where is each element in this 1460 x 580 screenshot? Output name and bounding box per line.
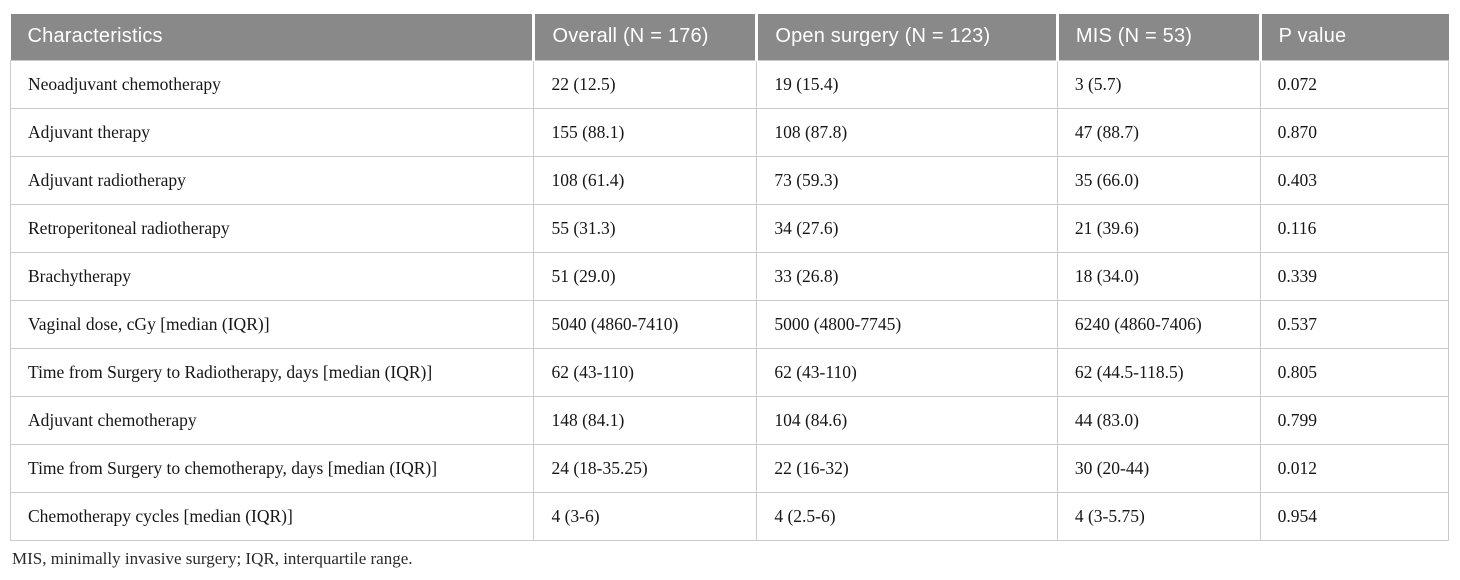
characteristics-table: Characteristics Overall (N = 176) Open sur… xyxy=(9,14,1450,541)
characteristic-cell: Adjuvant radiotherapy xyxy=(9,155,535,205)
value-cell: 108 (87.8) xyxy=(756,107,1058,157)
value-cell: 24 (18-35.25) xyxy=(533,443,758,493)
value-cell: 62 (43-110) xyxy=(756,347,1058,397)
value-cell: 44 (83.0) xyxy=(1056,395,1261,445)
value-cell: 0.012 xyxy=(1259,443,1450,493)
value-cell: 62 (44.5-118.5) xyxy=(1056,347,1261,397)
value-cell: 55 (31.3) xyxy=(533,203,758,253)
value-cell: 0.116 xyxy=(1259,203,1450,253)
column-header-2: Open surgery (N = 123) xyxy=(755,14,1058,61)
table-row: Brachytherapy 51 (29.0) 33 (26.8) 18 (34.0)… xyxy=(9,251,1450,301)
value-cell: 30 (20-44) xyxy=(1056,443,1261,493)
table-footnote: MIS, minimally invasive surgery; IQR, in… xyxy=(12,548,413,568)
table-row: Retroperitoneal radiotherapy 55 (31.3) 34 … xyxy=(9,203,1450,253)
value-cell: 6240 (4860-7406) xyxy=(1056,299,1261,349)
value-cell: 21 (39.6) xyxy=(1056,203,1261,253)
value-cell: 0.072 xyxy=(1259,59,1450,109)
characteristic-cell: Chemotherapy cycles [median (IQR)] xyxy=(9,491,535,541)
characteristic-cell: Adjuvant chemotherapy xyxy=(9,395,535,445)
column-header-3: MIS (N = 53) xyxy=(1055,14,1261,61)
characteristic-cell: Time from Surgery to chemotherapy, days … xyxy=(9,443,535,493)
table-row: Vaginal dose, cGy [median (IQR)] 5040 (48… xyxy=(9,299,1450,349)
value-cell: 0.870 xyxy=(1259,107,1450,157)
value-cell: 4 (3-5.75) xyxy=(1056,491,1261,541)
value-cell: 0.805 xyxy=(1259,347,1450,397)
value-cell: 0.954 xyxy=(1259,491,1450,541)
value-cell: 73 (59.3) xyxy=(756,155,1058,205)
value-cell: 148 (84.1) xyxy=(533,395,758,445)
column-header-4: P value xyxy=(1258,14,1449,61)
value-cell: 5040 (4860-7410) xyxy=(533,299,758,349)
value-cell: 0.339 xyxy=(1259,251,1450,301)
value-cell: 4 (2.5-6) xyxy=(756,491,1058,541)
column-header-0: Characteristics xyxy=(10,14,534,61)
value-cell: 35 (66.0) xyxy=(1056,155,1261,205)
value-cell: 3 (5.7) xyxy=(1056,59,1261,109)
characteristic-cell: Neoadjuvant chemotherapy xyxy=(9,59,535,109)
characteristic-cell: Retroperitoneal radiotherapy xyxy=(9,203,535,253)
table-row: Time from Surgery to Radiotherapy, days … xyxy=(9,347,1450,397)
value-cell: 18 (34.0) xyxy=(1056,251,1261,301)
value-cell: 34 (27.6) xyxy=(756,203,1058,253)
table-row: Neoadjuvant chemotherapy 22 (12.5) 19 (15.… xyxy=(9,59,1450,109)
value-cell: 0.403 xyxy=(1259,155,1450,205)
value-cell: 0.799 xyxy=(1259,395,1450,445)
value-cell: 155 (88.1) xyxy=(533,107,758,157)
table-header-row: Characteristics Overall (N = 176) Open sur… xyxy=(10,14,1449,61)
value-cell: 108 (61.4) xyxy=(533,155,758,205)
table-row: Adjuvant radiotherapy 108 (61.4) 73 (59.3)… xyxy=(9,155,1450,205)
value-cell: 0.537 xyxy=(1259,299,1450,349)
table-row: Time from Surgery to chemotherapy, days … xyxy=(9,443,1450,493)
characteristic-cell: Vaginal dose, cGy [median (IQR)] xyxy=(9,299,535,349)
table-row: Adjuvant chemotherapy 148 (84.1) 104 (84.6… xyxy=(9,395,1450,445)
table-header: Characteristics Overall (N = 176) Open sur… xyxy=(10,14,1449,61)
value-cell: 19 (15.4) xyxy=(756,59,1058,109)
value-cell: 22 (16-32) xyxy=(756,443,1058,493)
value-cell: 22 (12.5) xyxy=(533,59,758,109)
characteristic-cell: Time from Surgery to Radiotherapy, days … xyxy=(9,347,535,397)
value-cell: 51 (29.0) xyxy=(533,251,758,301)
value-cell: 47 (88.7) xyxy=(1056,107,1261,157)
value-cell: 4 (3-6) xyxy=(533,491,758,541)
table-row: Chemotherapy cycles [median (IQR)] 4 (3-6… xyxy=(9,491,1450,541)
value-cell: 5000 (4800-7745) xyxy=(756,299,1058,349)
characteristic-cell: Adjuvant therapy xyxy=(9,107,535,157)
value-cell: 104 (84.6) xyxy=(756,395,1058,445)
value-cell: 62 (43-110) xyxy=(533,347,758,397)
characteristic-cell: Brachytherapy xyxy=(9,251,535,301)
value-cell: 33 (26.8) xyxy=(756,251,1058,301)
column-header-1: Overall (N = 176) xyxy=(532,14,757,61)
table-body: Neoadjuvant chemotherapy 22 (12.5) 19 (15.… xyxy=(9,59,1450,541)
table-row: Adjuvant therapy 155 (88.1) 108 (87.8) 47 (… xyxy=(9,107,1450,157)
